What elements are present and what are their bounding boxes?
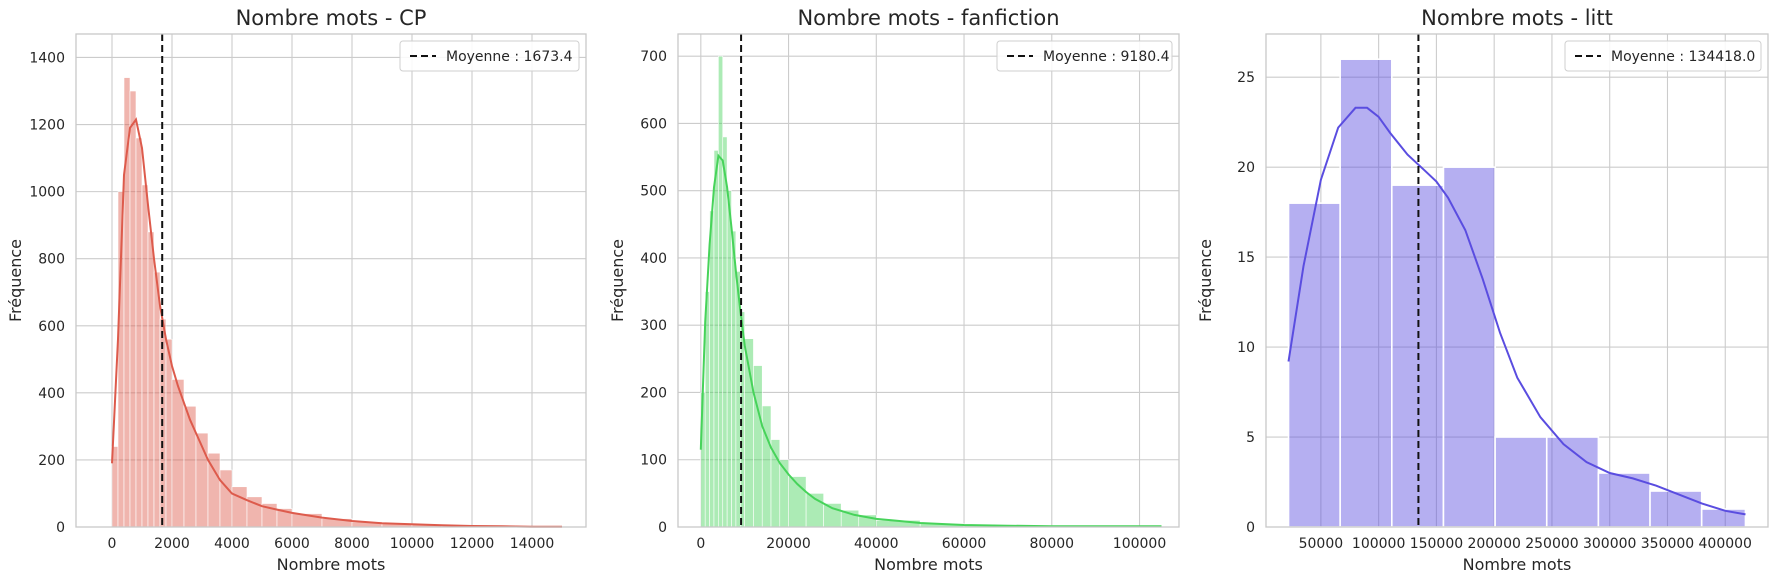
x-tick-label: 350000 (1641, 536, 1694, 552)
histogram-bar (1442, 166, 1496, 528)
y-tick-label: 200 (38, 453, 65, 469)
x-tick-label: 250000 (1525, 536, 1578, 552)
x-axis-label: Nombre mots (277, 555, 386, 574)
legend: Moyenne : 1673.4 (399, 40, 580, 72)
legend-box (996, 40, 1173, 72)
y-tick-label: 600 (38, 319, 65, 335)
axes-frame (677, 33, 1180, 528)
kde-curve (699, 153, 1162, 528)
legend-label: Moyenne : 1673.4 (446, 49, 573, 65)
x-tick-label: 14000 (510, 536, 555, 552)
histogram-bar (770, 439, 781, 528)
histogram-bar (231, 486, 248, 528)
x-tick-label: 80000 (1030, 536, 1075, 552)
histogram-bar (761, 405, 772, 528)
y-tick-label: 1000 (29, 185, 65, 201)
x-tick-label: 60000 (942, 536, 987, 552)
histogram-bar (129, 90, 137, 528)
y-tick-label: 100 (640, 453, 667, 469)
y-tick-label: 400 (640, 251, 667, 267)
legend-label: Moyenne : 9180.4 (1043, 49, 1170, 65)
legend: Moyenne : 9180.4 (996, 40, 1173, 72)
x-tick-label: 400000 (1699, 536, 1752, 552)
axes-frame (1265, 33, 1769, 528)
chart-title: Nombre mots - fanfiction (797, 6, 1059, 30)
y-tick-label: 700 (640, 49, 667, 65)
kde-curve (111, 117, 562, 528)
x-tick-label: 100000 (1113, 536, 1166, 552)
x-tick-label: 50000 (1299, 536, 1344, 552)
y-tick-label: 300 (640, 318, 667, 334)
histogram-bar (171, 379, 185, 528)
x-tick-label: 4000 (214, 536, 250, 552)
y-tick-label: 20 (1237, 160, 1255, 176)
y-tick-label: 400 (38, 386, 65, 402)
legend: Moyenne : 134418.0 (1564, 40, 1762, 72)
y-tick-label: 0 (1246, 520, 1255, 536)
y-tick-label: 0 (56, 520, 65, 536)
y-axis-label: Fréquence (1196, 239, 1215, 322)
histogram-bar (713, 150, 719, 528)
axes-frame (75, 33, 587, 528)
histogram-bar (718, 55, 724, 528)
histogram-bar (1649, 490, 1703, 528)
subplot-0: 0 2000 4000 6000 8000 10000 12000 14000 0 200 400 6… (6, 6, 587, 574)
x-tick-label: 0 (108, 536, 117, 552)
x-tick-label: 40000 (854, 536, 899, 552)
y-axis-label: Fréquence (608, 239, 627, 322)
histogram-bar (753, 365, 763, 528)
x-tick-label: 10000 (390, 536, 435, 552)
histogram-bar (731, 230, 737, 528)
histogram-bar (709, 210, 715, 528)
x-tick-label: 150000 (1410, 536, 1463, 552)
histogram-bar (722, 136, 728, 528)
x-tick-label: 100000 (1352, 536, 1405, 552)
y-tick-label: 10 (1237, 340, 1255, 356)
subplot-2: 50000 100000 150000 200000 250000 300000 35000… (1196, 6, 1769, 574)
y-tick-label: 15 (1237, 250, 1255, 266)
kde-curve (1287, 106, 1746, 516)
x-tick-label: 20000 (766, 536, 811, 552)
x-tick-label: 6000 (274, 536, 310, 552)
x-axis-label: Nombre mots (874, 555, 983, 574)
y-tick-label: 5 (1246, 430, 1255, 446)
histogram-bar (1287, 202, 1341, 528)
histogram-bar (1339, 58, 1393, 528)
histogram-bar (1700, 508, 1747, 528)
y-tick-label: 200 (640, 385, 667, 401)
histogram-bar (219, 469, 233, 528)
y-tick-label: 1200 (29, 118, 65, 134)
subplot-1: 0 20000 40000 60000 80000 100000 0 100 200 300 400… (608, 6, 1180, 574)
histogram-bar (183, 405, 197, 528)
histogram-bar (153, 271, 161, 528)
y-tick-label: 600 (640, 116, 667, 132)
histogram-bar (726, 190, 732, 528)
y-axis-label: Fréquence (6, 239, 25, 322)
y-tick-label: 800 (38, 252, 65, 268)
x-tick-label: 0 (696, 536, 705, 552)
y-tick-label: 500 (640, 184, 667, 200)
chart-title: Nombre mots - litt (1421, 6, 1613, 30)
legend-box (399, 40, 580, 72)
y-tick-label: 1400 (29, 50, 65, 66)
histogram-bar (165, 338, 173, 528)
legend-box (1564, 40, 1762, 72)
x-axis-label: Nombre mots (1463, 555, 1572, 574)
histogram-bar (141, 184, 149, 528)
y-tick-label: 0 (658, 520, 667, 536)
histogram-bar (147, 231, 155, 528)
histogram-bar (135, 137, 143, 528)
histogram-bar (823, 503, 842, 528)
x-tick-label: 200000 (1467, 536, 1520, 552)
histogram-bar (1494, 436, 1548, 528)
y-tick-label: 25 (1237, 70, 1255, 86)
chart-title: Nombre mots - CP (236, 6, 427, 30)
x-tick-label: 2000 (154, 536, 190, 552)
legend-label: Moyenne : 134418.0 (1611, 49, 1755, 65)
x-tick-label: 300000 (1583, 536, 1636, 552)
x-tick-label: 12000 (450, 536, 495, 552)
x-tick-label: 8000 (334, 536, 370, 552)
